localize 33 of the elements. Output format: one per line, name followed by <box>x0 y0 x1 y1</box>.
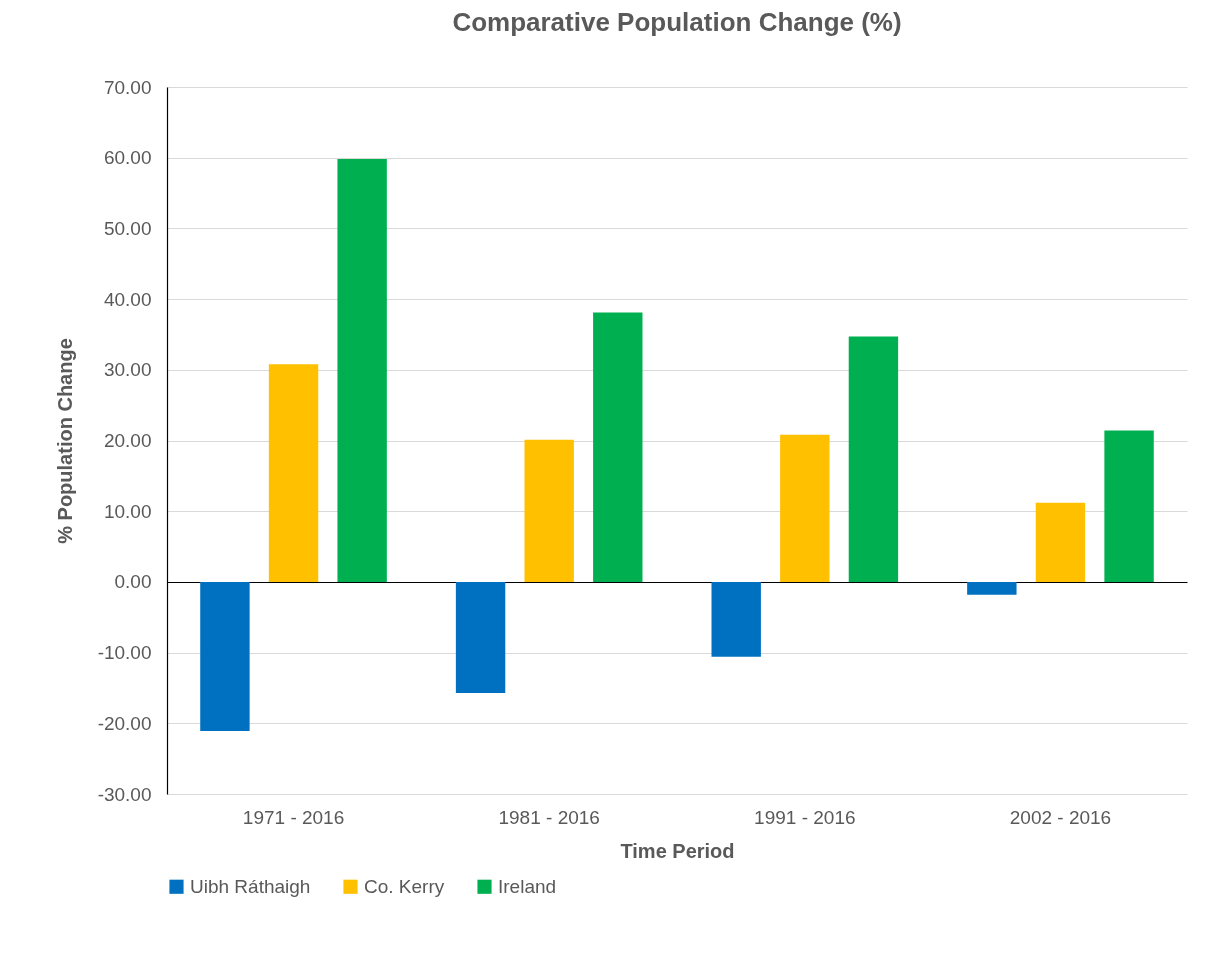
bar <box>337 159 387 582</box>
bar <box>1035 502 1086 582</box>
y-tick-label: 20.00 <box>103 430 152 451</box>
legend-label: Co. Kerry <box>364 875 445 897</box>
bar <box>268 364 319 582</box>
bar <box>848 336 899 582</box>
x-tick-label: 2002 - 2016 <box>1009 806 1112 828</box>
y-tick-label: 10.00 <box>103 500 152 522</box>
bar <box>593 312 643 582</box>
legend-label: Ireland <box>498 875 557 897</box>
x-tick-label: 1981 - 2016 <box>498 806 600 828</box>
y-tick-label: 0.00 <box>114 571 152 593</box>
y-tick-label: 30.00 <box>103 359 152 381</box>
y-tick-label: -20.00 <box>97 712 152 734</box>
y-tick-label: -10.00 <box>97 642 152 664</box>
bar <box>967 581 1017 595</box>
y-tick-label: 70.00 <box>103 76 152 98</box>
bar <box>524 439 574 582</box>
legend-label: Uibh Ráthaigh <box>190 875 311 897</box>
x-axis-title: Time Period <box>620 839 735 862</box>
y-tick-label: 40.00 <box>103 288 152 310</box>
y-tick-label: -30.00 <box>97 783 152 805</box>
y-tick-label: 50.00 <box>103 217 152 239</box>
bar <box>455 581 506 693</box>
bar <box>711 581 761 657</box>
bar <box>200 581 250 732</box>
x-tick-label: 1991 - 2016 <box>754 806 856 828</box>
x-tick-label: 1971 - 2016 <box>242 806 345 828</box>
bar <box>1104 430 1154 582</box>
y-tick-label: 60.00 <box>103 147 152 169</box>
bar <box>780 434 830 582</box>
y-axis-title: % Population Change <box>53 338 76 544</box>
chart-title: Comparative Population Change (%) <box>452 7 902 37</box>
